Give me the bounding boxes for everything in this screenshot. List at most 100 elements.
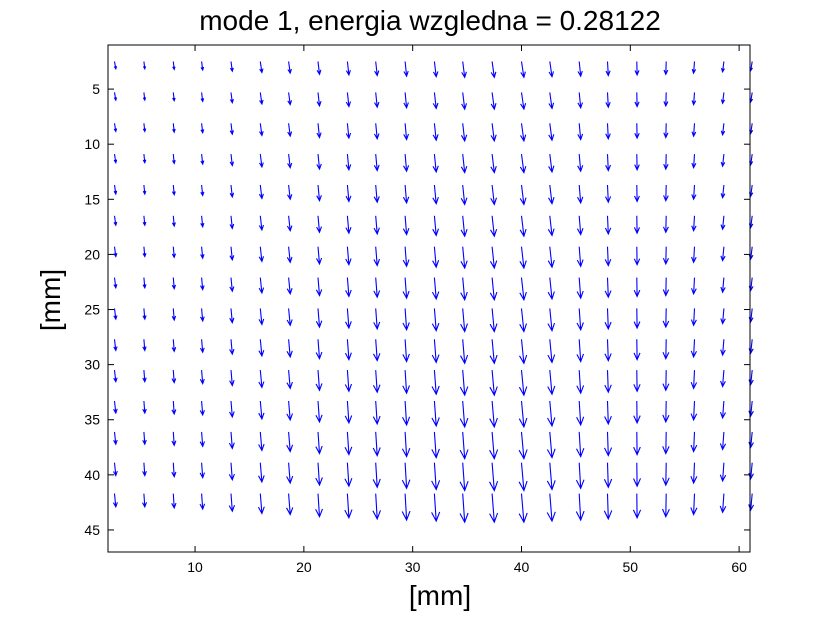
vector-arrow (663, 61, 669, 76)
x-tick-label: 40 (514, 559, 530, 575)
vector-arrow (546, 493, 556, 523)
vector-arrow (690, 277, 697, 296)
vector-arrow (634, 92, 640, 108)
vector-arrow (432, 215, 440, 237)
vector-arrow (172, 92, 176, 103)
vector-arrow (490, 61, 497, 79)
vector-arrow (634, 123, 640, 140)
vector-arrow (633, 370, 641, 393)
vector-arrow (142, 277, 147, 290)
vector-arrow (344, 339, 352, 361)
vector-arrow (604, 431, 613, 457)
vector-arrow (401, 431, 411, 458)
vector-arrow (113, 61, 118, 71)
vector-arrow (258, 308, 265, 326)
vector-arrow (461, 61, 467, 79)
plot-frame (107, 44, 751, 553)
vector-arrow (489, 308, 498, 333)
vector-arrow (604, 246, 612, 267)
vector-arrow (490, 215, 498, 238)
vector-arrow (720, 184, 726, 200)
vector-arrow (403, 123, 410, 141)
vector-arrow (719, 462, 727, 483)
vector-arrow (519, 308, 528, 333)
vector-arrow (603, 493, 613, 521)
vector-arrow (258, 246, 265, 263)
vector-arrow (690, 339, 697, 359)
vector-arrow (576, 308, 584, 332)
y-tick-label: 5 (92, 81, 100, 97)
vector-arrow (113, 308, 118, 321)
chart-title: mode 1, energia wzgledna = 0.28122 (199, 5, 661, 36)
vector-arrow (432, 92, 439, 110)
vector-arrow (576, 277, 584, 300)
vector-arrow (403, 61, 409, 78)
vector-arrow (605, 123, 611, 141)
vector-arrow (374, 61, 380, 77)
vector-arrow (748, 493, 755, 512)
vector-arrow (171, 370, 177, 384)
vector-arrow (604, 339, 612, 362)
vector-arrow (691, 92, 697, 106)
vector-arrow (142, 400, 147, 415)
vector-arrow (633, 462, 642, 488)
vector-arrow (142, 308, 147, 321)
vector-arrow (259, 123, 264, 137)
vector-arrow (113, 246, 118, 258)
vector-arrow (690, 308, 697, 327)
vector-arrow (113, 154, 118, 165)
vector-arrow (547, 339, 556, 364)
vector-arrow (577, 92, 584, 110)
vector-arrow (172, 154, 176, 165)
vector-arrow (345, 61, 351, 77)
vector-arrow (431, 277, 440, 301)
vector-arrow (520, 92, 527, 111)
vector-arrow (372, 462, 381, 489)
vector-arrow (719, 493, 727, 514)
vector-arrow (344, 370, 353, 393)
vector-arrow (171, 215, 176, 228)
vector-arrow (518, 370, 528, 397)
vector-arrow (519, 215, 527, 238)
vector-arrow (547, 370, 556, 396)
vector-arrow (604, 308, 612, 331)
vector-arrow (576, 400, 585, 427)
vector-arrow (460, 277, 468, 302)
vector-arrow (142, 61, 147, 71)
vector-arrow (171, 431, 177, 447)
vector-arrow (518, 400, 528, 429)
vector-arrow (576, 370, 585, 395)
vector-arrow (200, 154, 205, 166)
vector-arrow (459, 493, 469, 524)
vector-arrow (490, 92, 497, 111)
vector-arrow (171, 493, 177, 510)
vector-arrow (663, 92, 669, 108)
vector-arrow (172, 61, 176, 71)
vector-arrow (691, 215, 697, 233)
vector-arrow (662, 370, 670, 392)
vector-arrow (259, 61, 264, 74)
vector-arrow (345, 246, 352, 267)
vector-arrow (691, 123, 697, 138)
vector-arrow (258, 431, 265, 452)
vector-arrow (345, 215, 352, 235)
y-tick-label: 15 (84, 191, 100, 207)
vector-arrow (720, 215, 726, 231)
vector-arrow (662, 215, 669, 234)
vector-field (112, 61, 755, 524)
vector-arrow (720, 339, 726, 357)
vector-arrow (373, 308, 381, 331)
vector-arrow (345, 277, 352, 298)
vector-arrow (229, 123, 234, 136)
vector-arrow (604, 370, 612, 394)
vector-arrow (460, 339, 469, 365)
vector-arrow (402, 277, 410, 300)
vector-arrow (372, 370, 381, 394)
vector-arrow (576, 339, 585, 363)
vector-arrow (519, 339, 528, 365)
vector-arrow (460, 308, 469, 333)
vector-arrow (720, 61, 725, 74)
vector-arrow (519, 246, 527, 270)
vector-arrow (345, 123, 352, 140)
